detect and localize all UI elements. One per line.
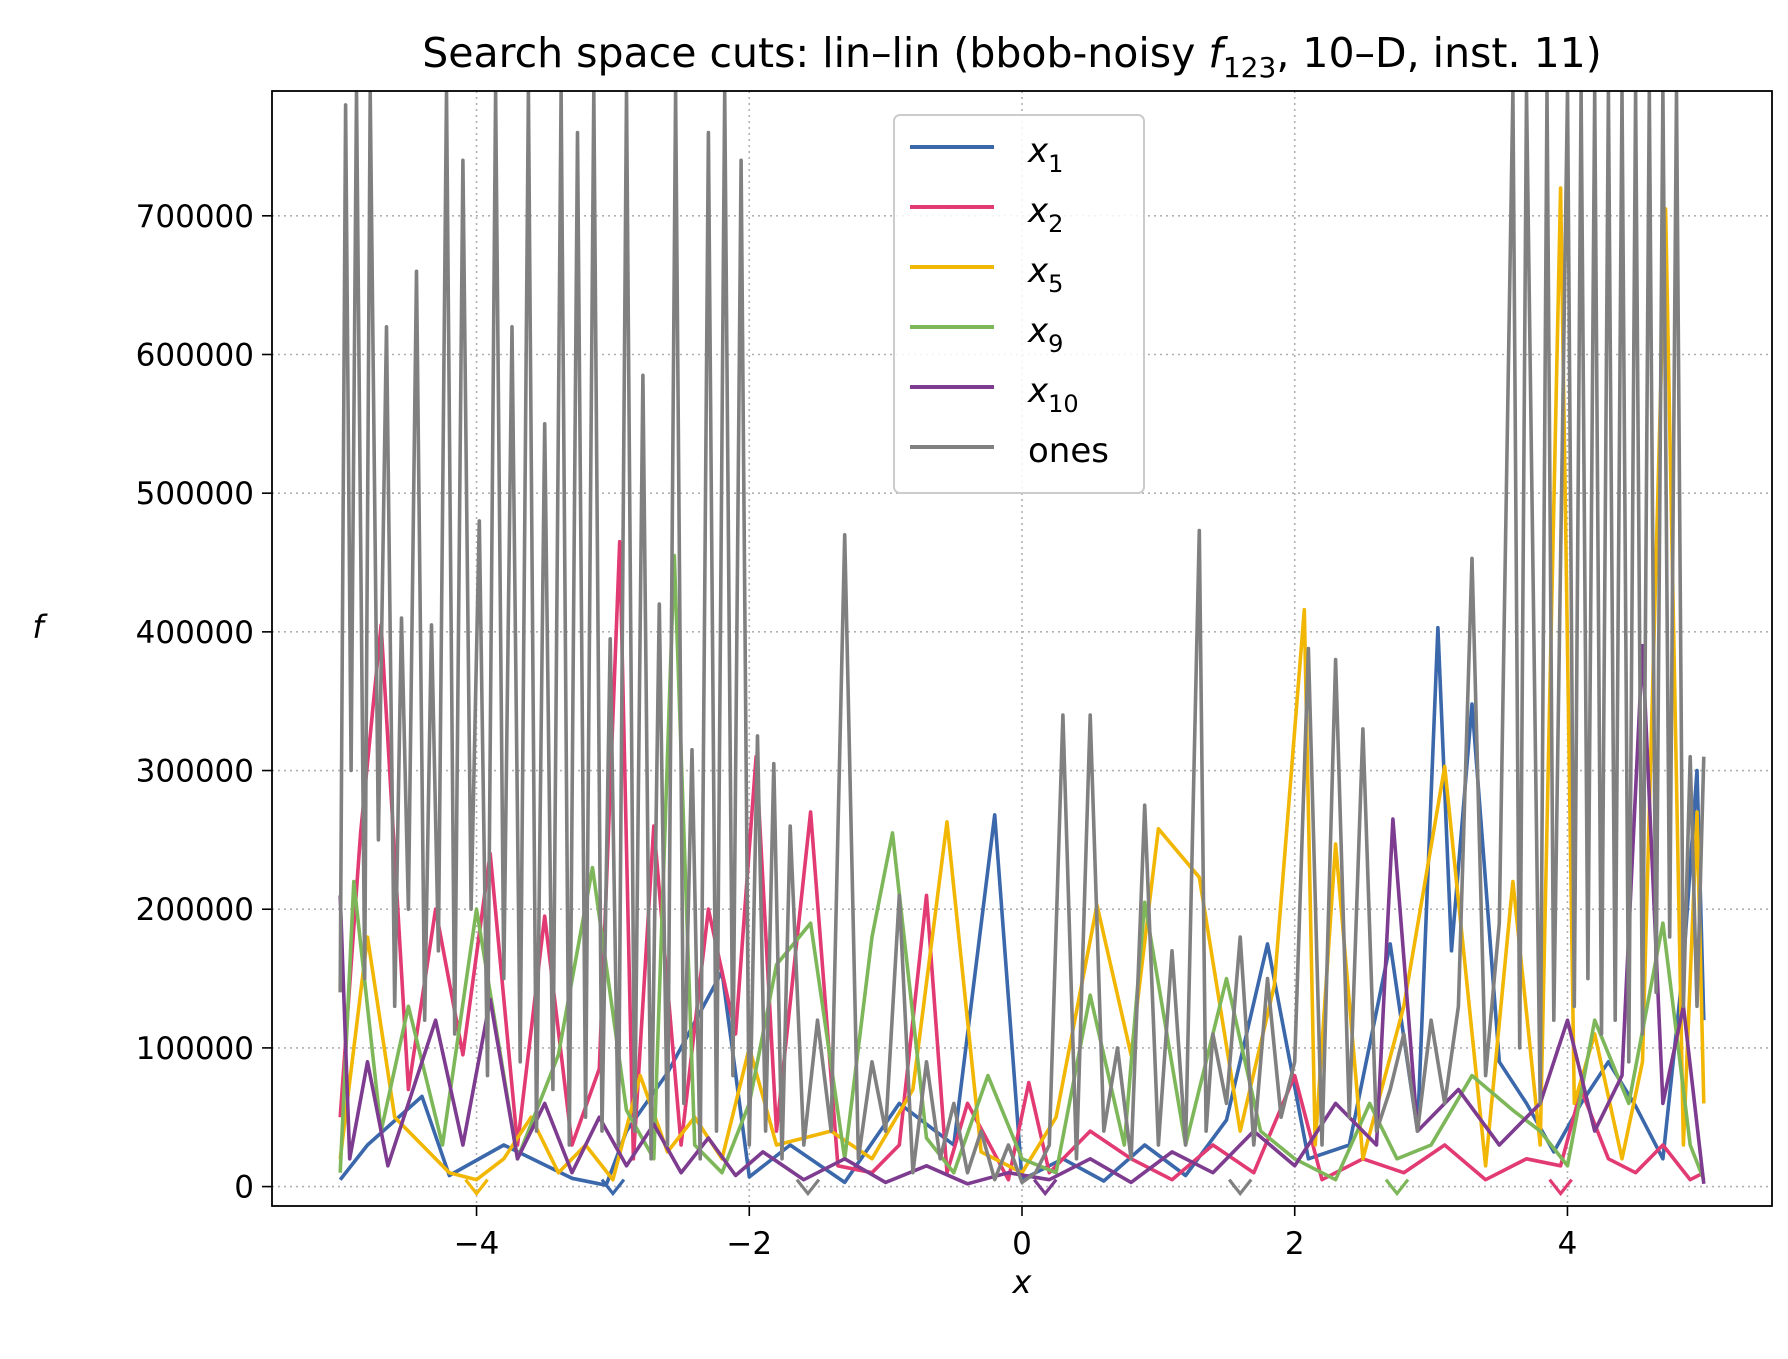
legend-label-x9: x9 xyxy=(1027,311,1063,358)
series-line-x1 xyxy=(338,625,1706,1187)
y-tick-label: 100000 xyxy=(136,1031,254,1067)
legend-box xyxy=(893,114,1145,494)
chart-title: Search space cuts: lin–lin (bbob-noisy f… xyxy=(422,29,1601,84)
x-tick-label: −4 xyxy=(454,1226,500,1262)
optimum-marker xyxy=(600,1178,626,1197)
legend: x1 x2 x5 x9 x10 ones xyxy=(893,114,1145,494)
x-tick-label: −2 xyxy=(726,1226,772,1262)
optimum-marker xyxy=(1384,1178,1410,1197)
series-line-ones xyxy=(338,91,1706,1185)
legend-label-x2: x2 xyxy=(1027,191,1063,238)
y-tick-label: 500000 xyxy=(136,476,254,512)
series-layer xyxy=(338,91,1706,1187)
legend-label-x5: x5 xyxy=(1027,251,1063,298)
legend-label-ones: ones xyxy=(1028,431,1109,471)
series-line-x10 xyxy=(338,643,1706,1186)
optimum-marker xyxy=(1227,1178,1253,1197)
x-tick-label: 0 xyxy=(1012,1226,1032,1262)
y-tick-label: 400000 xyxy=(136,615,254,651)
y-axis-ticks: 0 100000 200000 300000 400000 500000 600000 700… xyxy=(136,199,272,1206)
y-tick-label: 600000 xyxy=(136,337,254,373)
y-tick-label: 300000 xyxy=(136,754,254,790)
optimum-marker xyxy=(1548,1178,1573,1197)
optimum-marker xyxy=(1032,1178,1058,1197)
y-tick-label: 0 xyxy=(234,1170,254,1206)
optimum-marker xyxy=(795,1178,821,1197)
optimum-marker xyxy=(464,1178,489,1197)
x-axis-ticks: −4 −2 0 2 4 xyxy=(454,1206,1578,1262)
y-tick-label: 200000 xyxy=(136,892,254,928)
x-axis-label: x xyxy=(1012,1263,1033,1301)
y-tick-label: 700000 xyxy=(136,199,254,235)
legend-label-x1: x1 xyxy=(1027,131,1063,178)
x-tick-label: 2 xyxy=(1285,1226,1305,1262)
legend-label-x10: x10 xyxy=(1027,371,1079,418)
x-tick-label: 4 xyxy=(1558,1226,1578,1262)
optimum-markers xyxy=(464,1178,1573,1197)
